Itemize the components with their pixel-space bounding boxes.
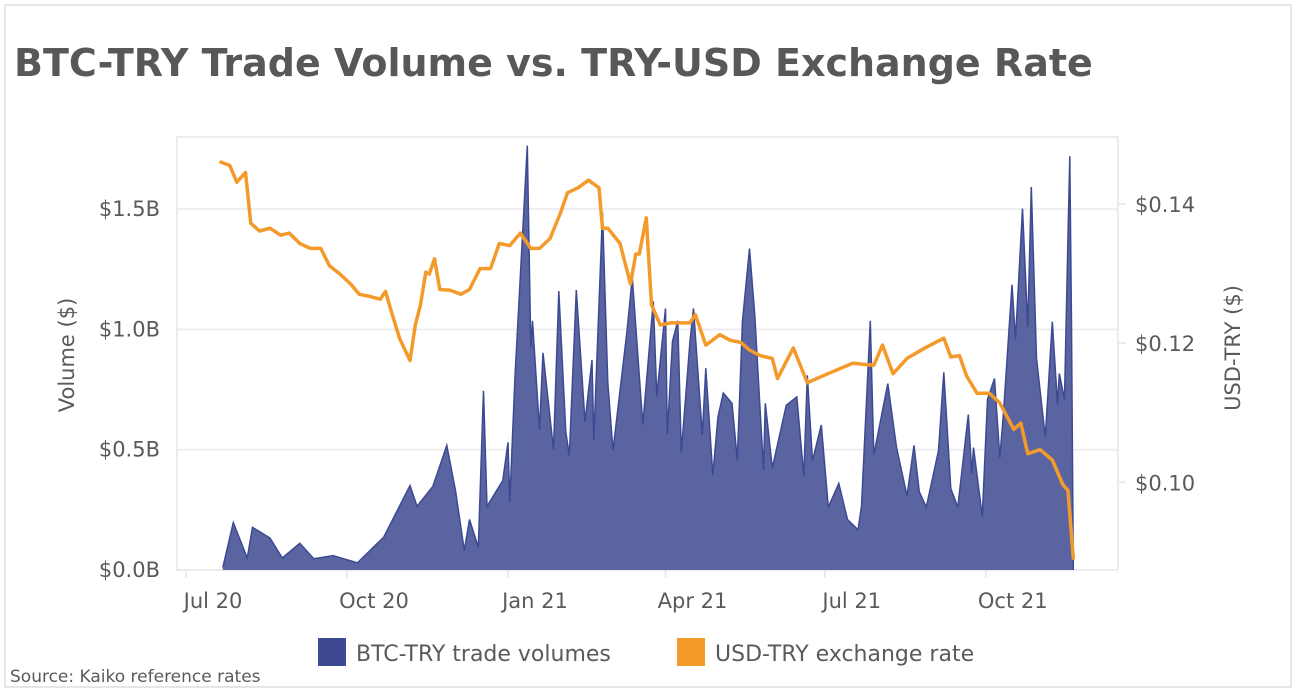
y-axis-left-label: Volume ($) — [55, 298, 79, 413]
y-right-tick-label: $0.14 — [1135, 193, 1195, 217]
x-tick-label: Oct 21 — [978, 589, 1048, 613]
legend-label-rate: USD-TRY exchange rate — [715, 642, 974, 667]
y-axis-right-label: USD-TRY ($) — [1221, 285, 1245, 411]
chart-frame — [4, 4, 1292, 688]
legend: BTC-TRY trade volumes USD-TRY exchange r… — [318, 638, 974, 667]
y-right-tick-label: $0.12 — [1135, 332, 1195, 356]
x-tick-label: Oct 20 — [339, 589, 409, 613]
x-tick-label: Jan 21 — [500, 589, 568, 613]
rate-line-path — [219, 160, 1076, 560]
y-right-tick-label: $0.10 — [1135, 471, 1195, 495]
volume-area-outline — [222, 145, 1075, 571]
legend-swatch-volume — [318, 638, 346, 666]
y-left-tick-label: $0.5B — [99, 438, 160, 462]
y-left-tick-label: $1.0B — [99, 317, 160, 341]
x-axis: Jul 20 Oct 20 Jan 21 Apr 21 Jul 21 Oct 21 — [182, 570, 1048, 613]
legend-label-volume: BTC-TRY trade volumes — [356, 642, 611, 667]
chart-title: BTC-TRY Trade Volume vs. TRY-USD Exchang… — [14, 41, 1093, 85]
y-left-tick-label: $1.5B — [99, 197, 160, 221]
x-tick-label: Jul 21 — [820, 589, 881, 613]
volume-area-fill — [222, 145, 1074, 570]
rate-line — [219, 160, 1076, 560]
volume-area — [222, 145, 1075, 571]
y-axis-right: $0.10 $0.12 $0.14 — [1118, 193, 1195, 495]
y-axis-left: $0.0B $0.5B $1.0B $1.5B — [99, 197, 160, 582]
source-note: Source: Kaiko reference rates — [10, 667, 261, 687]
y-left-tick-label: $0.0B — [99, 558, 160, 582]
x-tick-label: Jul 20 — [182, 589, 243, 613]
x-tick-label: Apr 21 — [658, 589, 728, 613]
legend-swatch-rate — [677, 638, 705, 666]
